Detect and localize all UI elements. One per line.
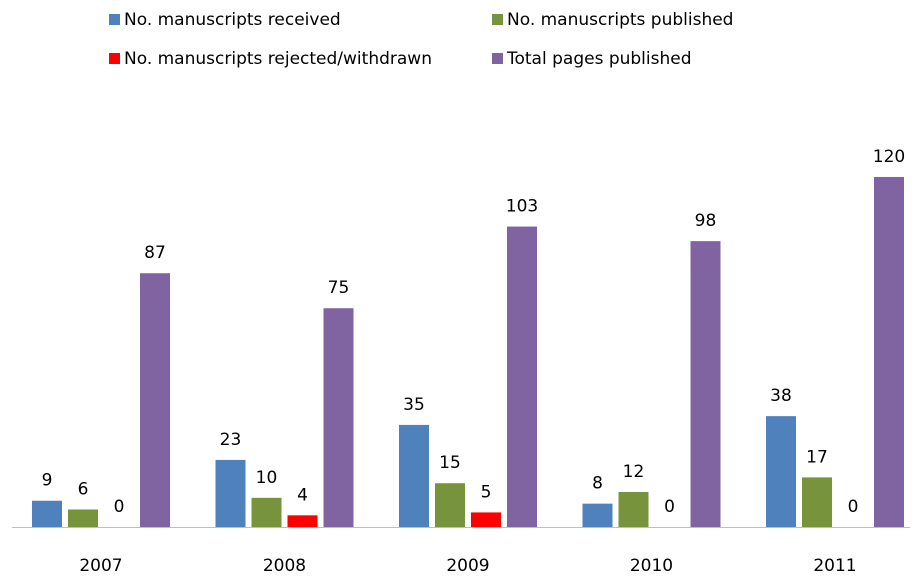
bar [471,512,501,527]
x-tick-label: 2008 [263,556,306,576]
data-label: 10 [256,468,278,488]
bar [690,241,721,527]
data-label: 0 [664,497,675,517]
x-tick-label: 2007 [79,556,122,576]
bar [618,491,649,527]
data-label: 0 [114,497,125,517]
data-label: 23 [220,430,242,450]
data-label: 9 [42,471,53,491]
data-label: 87 [144,243,166,263]
data-label: 6 [78,479,89,499]
bar [140,273,170,527]
legend-label: No. manuscripts published [507,10,733,30]
data-label: 98 [695,211,717,231]
bar [582,503,613,527]
bar [323,308,354,527]
legend-swatch [109,53,120,64]
data-label: 5 [481,482,492,502]
legend-label: No. manuscripts rejected/withdrawn [124,49,432,69]
data-label: 75 [328,278,350,298]
bar [802,477,832,527]
x-tick-label: 2011 [813,556,856,576]
data-label: 103 [506,197,538,217]
bar [507,226,537,527]
bar [251,497,282,527]
legend-label: No. manuscripts received [124,10,341,30]
data-label: 35 [403,395,425,415]
bar [766,416,796,527]
x-tick-label: 2009 [446,556,489,576]
data-label: 4 [297,485,308,505]
data-label: 8 [592,474,603,494]
x-tick-label: 2010 [630,556,673,576]
bar [287,515,318,527]
bar [32,500,62,527]
data-label: 0 [848,497,859,517]
data-label: 17 [806,447,828,467]
legend-label: Total pages published [506,49,692,69]
legend-swatch [492,14,503,25]
data-label: 120 [873,147,905,167]
bar [874,176,904,527]
data-label: 38 [770,386,792,406]
bar [68,509,98,527]
legend-swatch [109,14,120,25]
legend-swatch [492,53,503,64]
bar [435,483,465,527]
data-label: 15 [439,453,461,473]
bar [215,459,246,527]
bar [399,424,429,527]
data-label: 12 [623,462,645,482]
